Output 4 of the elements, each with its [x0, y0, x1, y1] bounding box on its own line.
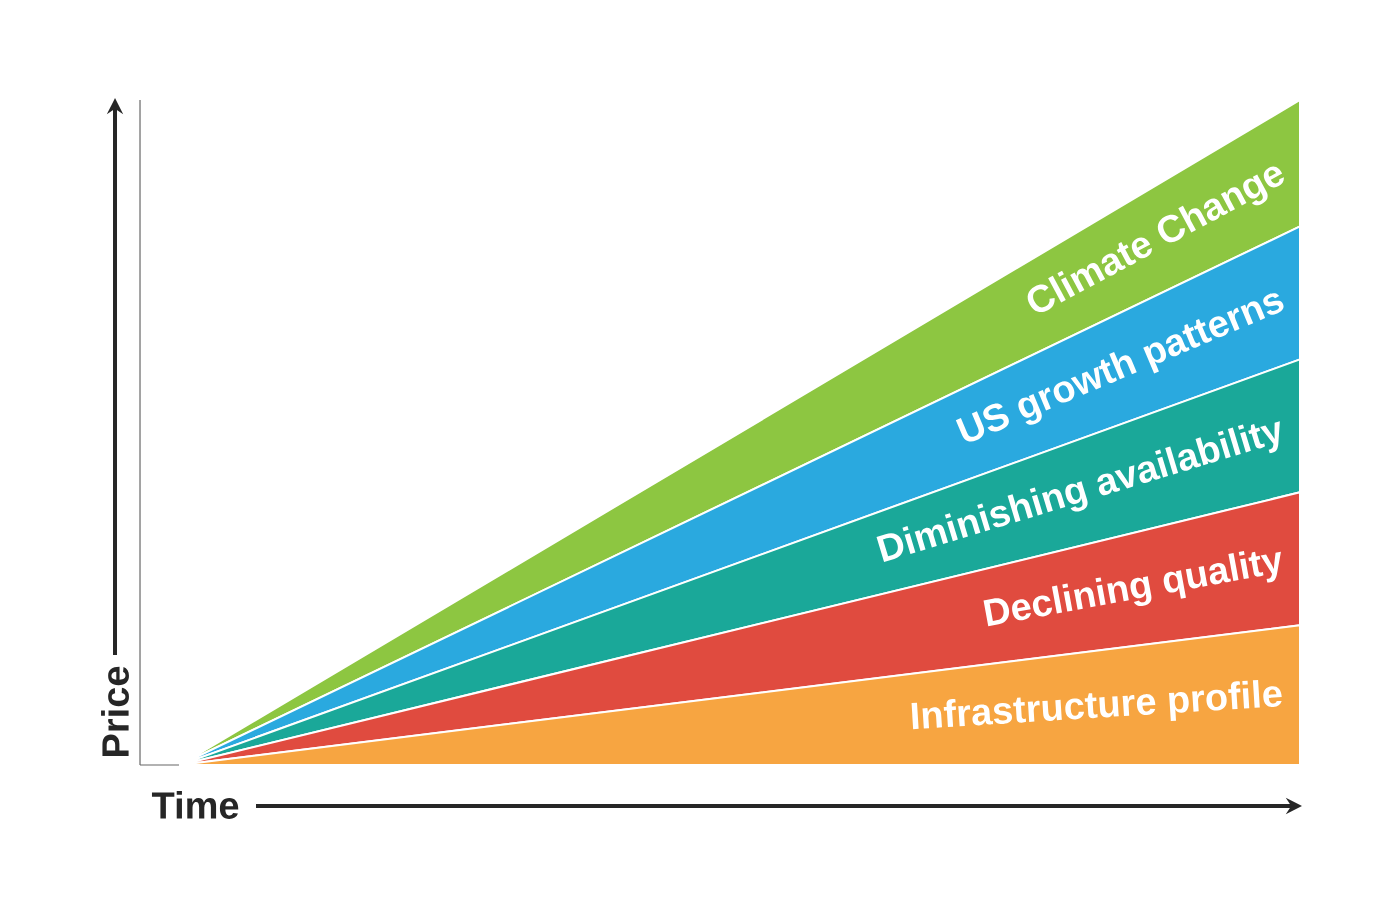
series-label: Infrastructure profile	[911, 680, 1282, 730]
y-axis-title: Price	[101, 666, 129, 756]
x-axis-title: Time	[151, 791, 239, 819]
series-label: Declining quality	[983, 551, 1281, 627]
